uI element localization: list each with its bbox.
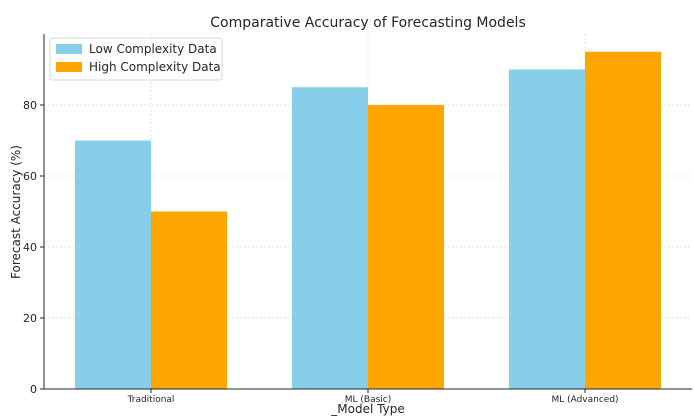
- y-ticks: 0 20 40 60 80: [23, 99, 44, 396]
- legend-swatch-low-complexity: [56, 44, 82, 54]
- bar-low-complexity-0: [75, 140, 151, 389]
- bar-high-complexity-1: [368, 105, 444, 389]
- bars: [75, 51, 661, 389]
- bar-high-complexity-0: [151, 211, 227, 389]
- y-axis-label: Forecast Accuracy (%): [9, 145, 23, 279]
- legend: Low Complexity Data High Complexity Data: [49, 37, 223, 81]
- bar-low-complexity-1: [292, 87, 368, 389]
- y-tick-label: 40: [23, 241, 37, 254]
- x-ticks: Traditional ML (Basic) ML (Advanced): [127, 389, 619, 405]
- y-tick-label: 60: [23, 170, 37, 183]
- legend-swatch-high-complexity: [56, 62, 82, 72]
- x-tick-label: Traditional: [127, 395, 175, 405]
- legend-label-low-complexity: Low Complexity Data: [89, 42, 217, 56]
- y-tick-label: 0: [30, 383, 37, 396]
- bar-low-complexity-2: [509, 69, 585, 389]
- legend-box: [49, 37, 223, 81]
- x-tick-label: ML (Basic): [345, 395, 392, 405]
- y-tick-label: 80: [23, 99, 37, 112]
- legend-label-high-complexity: High Complexity Data: [89, 60, 221, 74]
- x-axis-label: _Model Type: [330, 402, 404, 416]
- x-tick-label: ML (Advanced): [551, 395, 618, 405]
- y-tick-label: 20: [23, 312, 37, 325]
- chart-title: Comparative Accuracy of Forecasting Mode…: [210, 15, 526, 31]
- bar-high-complexity-2: [585, 51, 661, 389]
